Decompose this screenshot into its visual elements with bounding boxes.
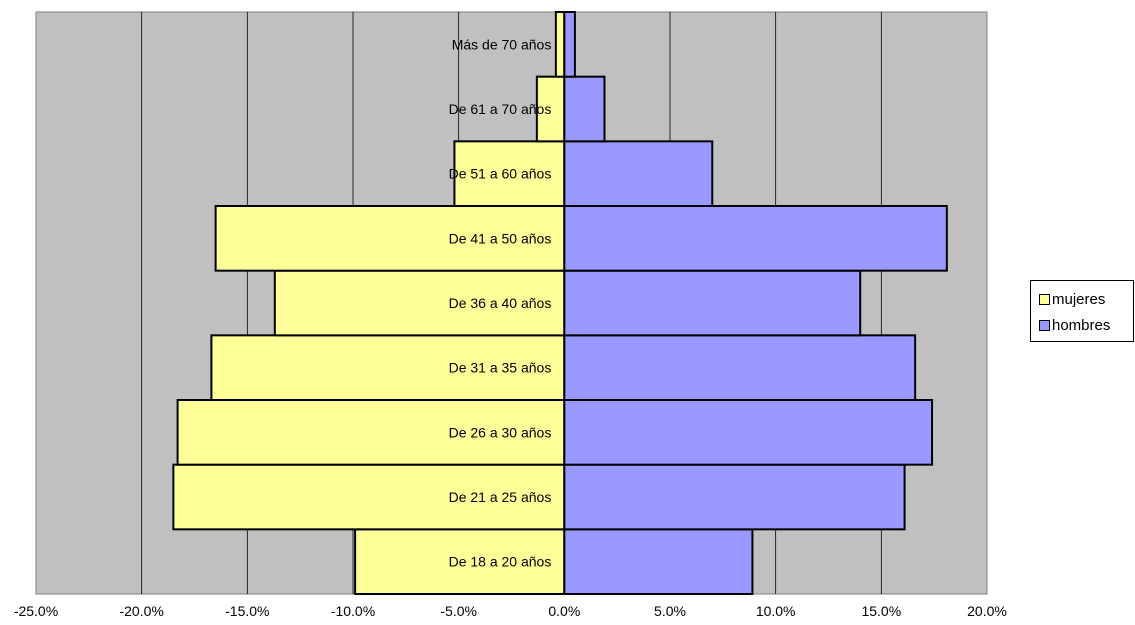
bar-hombres-5	[563, 205, 948, 272]
bar-hombres-1	[563, 463, 906, 531]
category-label: De 18 a 20 años	[449, 554, 552, 570]
bar-mujeres-8	[554, 11, 566, 78]
bar-mujeres-0	[354, 528, 566, 595]
bar-hombres-6	[563, 140, 714, 207]
bar-mujeres-7	[535, 75, 566, 143]
bar-hombres-2	[563, 399, 934, 466]
legend-swatch-hombres	[1039, 319, 1050, 331]
category-label: De 31 a 35 años	[449, 360, 552, 376]
bar-hombres-8	[563, 11, 576, 78]
legend-swatch-mujeres	[1039, 293, 1050, 305]
x-tick-label: -15.0%	[225, 603, 269, 619]
x-tick-label: 20.0%	[967, 603, 1007, 619]
x-tick-label: 5.0%	[654, 603, 686, 619]
x-tick-label: -25.0%	[14, 603, 58, 619]
x-tick-label: -20.0%	[119, 603, 163, 619]
bar-hombres-4	[563, 269, 862, 337]
bar-mujeres-3	[210, 334, 566, 402]
legend-item-hombres: hombres	[1039, 315, 1110, 335]
bar-mujeres-6	[453, 140, 566, 207]
bar-mujeres-5	[214, 205, 566, 272]
x-tick-label: 10.0%	[756, 603, 796, 619]
bar-hombres-7	[563, 75, 606, 143]
category-label: De 21 a 25 años	[449, 489, 552, 505]
category-label: De 51 a 60 años	[449, 166, 552, 182]
x-tick-label: 0.0%	[548, 603, 580, 619]
bar-hombres-0	[563, 528, 754, 595]
legend-label-mujeres: mujeres	[1052, 290, 1106, 308]
category-label: De 26 a 30 años	[449, 424, 552, 440]
category-label: De 36 a 40 años	[449, 295, 552, 311]
legend-item-mujeres: mujeres	[1039, 289, 1105, 309]
x-axis-ticks: -25.0% -20.0% -15.0% -10.0% -5.0% 0.0% 5.0% 10.…	[14, 603, 1007, 619]
x-tick-label: -10.0%	[331, 603, 375, 619]
legend-label-hombres: hombres	[1052, 316, 1111, 334]
bar-hombres-3	[563, 334, 917, 402]
x-tick-label: 15.0%	[861, 603, 901, 619]
category-label: De 41 a 50 años	[449, 230, 552, 246]
x-tick-label: -5.0%	[440, 603, 477, 619]
legend: mujeres hombres	[1030, 280, 1134, 342]
bars	[172, 11, 948, 595]
category-label: De 61 a 70 años	[449, 101, 552, 117]
category-labels: De 18 a 20 años De 21 a 25 años De 26 a 30…	[449, 36, 552, 569]
category-label: Más de 70 años	[452, 36, 552, 52]
